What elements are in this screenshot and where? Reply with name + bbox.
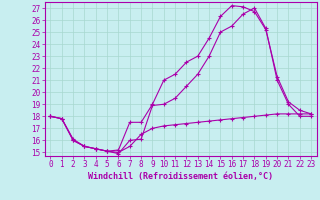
X-axis label: Windchill (Refroidissement éolien,°C): Windchill (Refroidissement éolien,°C) (88, 172, 273, 181)
